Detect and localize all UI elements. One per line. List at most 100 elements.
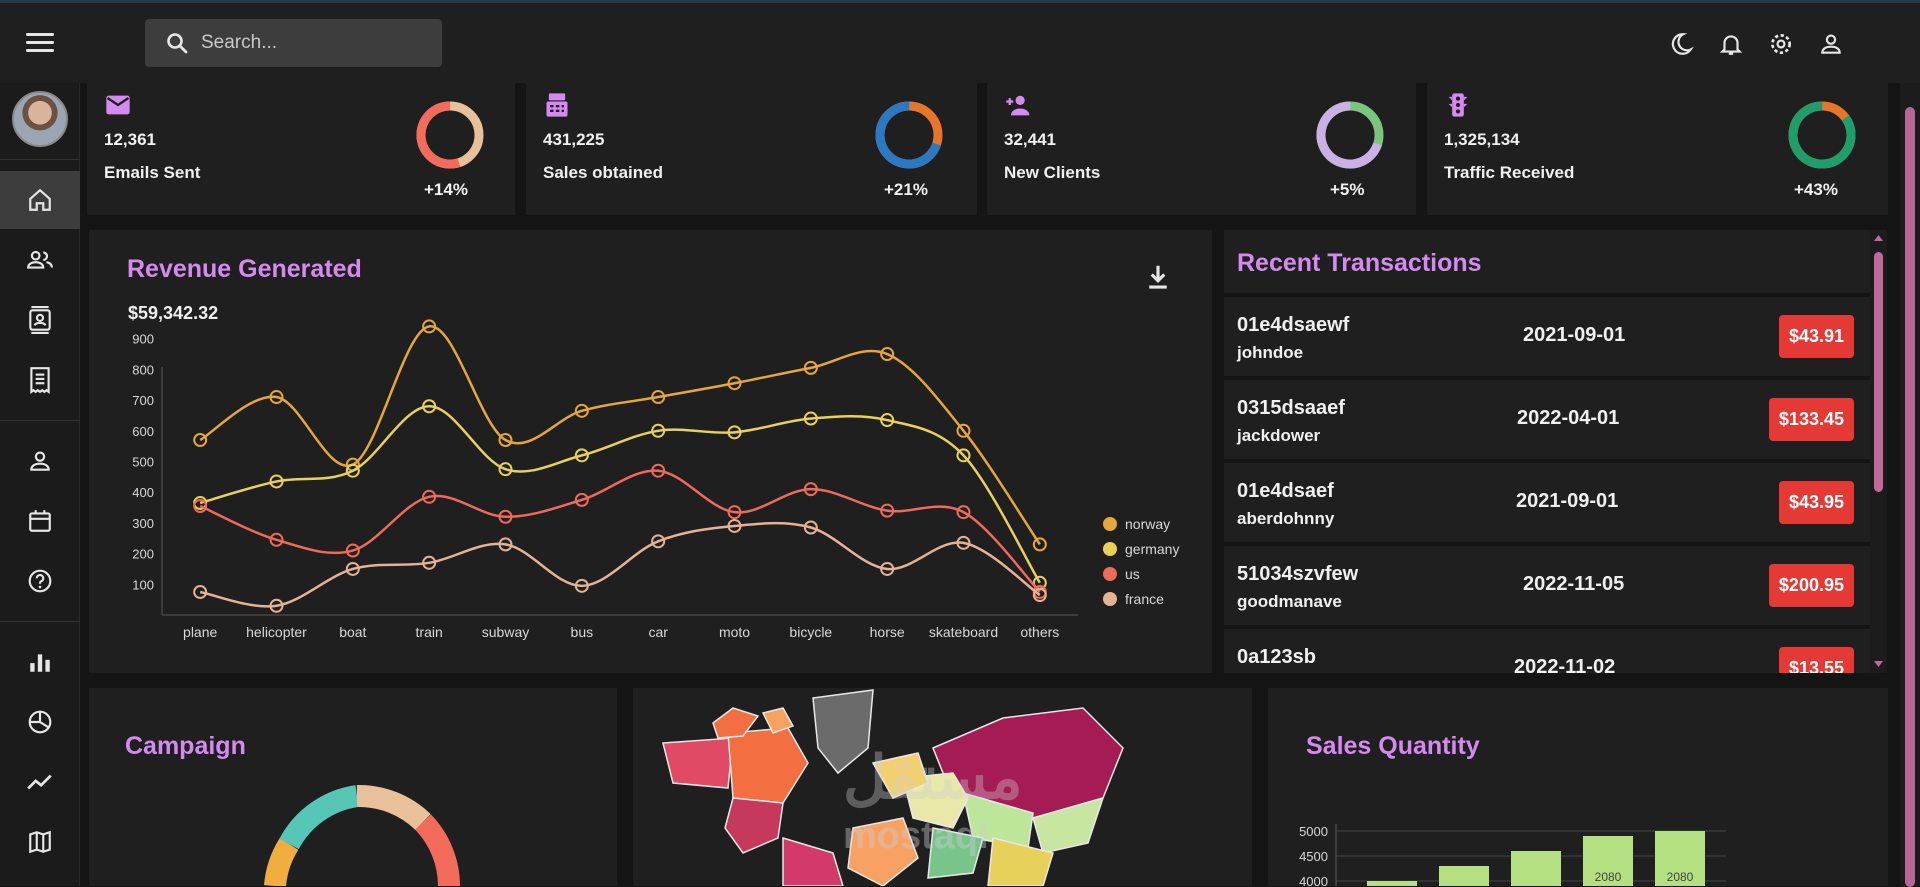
- page-scroll-thumb[interactable]: [1905, 107, 1915, 887]
- data-point-norway: [269, 390, 284, 405]
- search-box[interactable]: [145, 19, 442, 67]
- transaction-date: 2022-11-02: [1514, 656, 1616, 673]
- series-line-norway: [199, 325, 1041, 546]
- watermark-text: mostaql: [843, 815, 989, 857]
- data-point-france: [880, 561, 895, 576]
- stat-value: 1,325,134: [1444, 130, 1520, 149]
- email-icon: [106, 95, 130, 115]
- sales-bar-chart: 5000 4500 4000 2080 2080: [1299, 824, 1726, 886]
- x-tick-label: helicopter: [246, 624, 307, 640]
- data-point-germany: [345, 463, 360, 478]
- sidebar-item-profile[interactable]: [0, 432, 80, 490]
- stat-value: 431,225: [543, 130, 605, 149]
- stat-label: Traffic Received: [1444, 163, 1575, 182]
- transaction-row[interactable]: 0315dsaaef jackdower 2022-04-01 $133.45: [1224, 380, 1870, 459]
- y-tick-label: 300: [132, 516, 154, 531]
- data-point-us: [345, 543, 360, 558]
- data-point-norway: [574, 403, 589, 418]
- download-icon[interactable]: [1143, 262, 1173, 292]
- x-tick-label: car: [648, 624, 668, 640]
- top-bar: [0, 0, 1920, 83]
- data-point-france: [422, 555, 437, 570]
- data-point-us: [574, 492, 589, 507]
- stat-card-emails: 12,361 Emails Sent +14%: [87, 83, 515, 215]
- transaction-row[interactable]: 01e4dsaewf johndoe 2021-09-01 $43.91: [1224, 297, 1870, 376]
- sidebar-item-pie-chart[interactable]: [0, 693, 80, 751]
- page-scrollbar[interactable]: [1900, 83, 1920, 887]
- series-line-us: [199, 469, 1041, 593]
- stat-value: 12,361: [104, 130, 156, 149]
- transaction-cost: $43.95: [1778, 481, 1854, 524]
- sidebar: [0, 83, 80, 886]
- x-tick-label: bicycle: [789, 624, 832, 640]
- data-point-france: [727, 518, 742, 533]
- transaction-id: 01e4dsaewf: [1237, 314, 1350, 336]
- menu-icon[interactable]: [26, 33, 54, 55]
- avatar[interactable]: [12, 91, 68, 147]
- transactions-scrollbar[interactable]: [1870, 230, 1887, 673]
- stat-value: 32,441: [1004, 130, 1056, 149]
- data-point-france: [651, 534, 666, 549]
- stat-label: Emails Sent: [104, 163, 201, 182]
- transaction-row[interactable]: 01e4dsaef aberdohnny 2021-09-01 $43.95: [1224, 463, 1870, 542]
- series-line-france: [199, 521, 1041, 608]
- data-point-norway: [498, 433, 513, 448]
- stat-card-traffic: 1,325,134 Traffic Received +43%: [1427, 83, 1888, 215]
- sidebar-item-line-chart[interactable]: [0, 753, 80, 811]
- user-icon[interactable]: [1806, 29, 1856, 59]
- transaction-user: jackdower: [1237, 426, 1321, 445]
- x-tick-label: boat: [339, 624, 366, 640]
- sidebar-item-team[interactable]: [0, 231, 80, 289]
- transaction-id: 51034szvfew: [1237, 563, 1359, 585]
- campaign-progress-ring: [264, 785, 460, 886]
- transaction-date: 2021-09-01: [1516, 490, 1619, 512]
- sidebar-item-geography[interactable]: [0, 813, 80, 871]
- x-tick-label: subway: [482, 624, 529, 640]
- search-input[interactable]: [201, 32, 421, 54]
- transaction-cost: $43.91: [1778, 315, 1854, 358]
- notifications-icon[interactable]: [1706, 29, 1756, 59]
- dark-mode-icon[interactable]: [1656, 29, 1706, 59]
- legend-swatch: [1103, 592, 1117, 606]
- sidebar-item-bar-chart[interactable]: [0, 633, 80, 691]
- sidebar-item-contacts[interactable]: [0, 291, 80, 349]
- legend-swatch: [1103, 517, 1117, 531]
- receipt-icon: [30, 367, 50, 394]
- data-point-germany: [727, 425, 742, 440]
- legend-label: norway: [1125, 516, 1170, 532]
- sales-title: Sales Quantity: [1306, 732, 1480, 760]
- data-point-us: [193, 499, 208, 514]
- home-icon: [29, 188, 51, 211]
- data-point-france: [574, 578, 589, 593]
- y-tick-label: 900: [132, 332, 154, 347]
- settings-icon[interactable]: [1756, 29, 1806, 59]
- data-point-france: [269, 598, 284, 613]
- people-icon: [27, 250, 53, 269]
- legend-label: us: [1125, 566, 1140, 582]
- transaction-user: aberdohnny: [1237, 509, 1335, 528]
- transaction-cost: $13.55: [1778, 647, 1854, 673]
- campaign-card: Campaign: [89, 688, 617, 886]
- data-point-germany: [498, 462, 513, 477]
- x-tick-label: horse: [870, 624, 905, 640]
- y-tick-label: 4500: [1299, 849, 1328, 864]
- transaction-date: 2022-04-01: [1517, 407, 1620, 429]
- transaction-row[interactable]: 51034szvfew goodmanave 2022-11-05 $200.9…: [1224, 546, 1870, 625]
- person-add-icon: [1006, 95, 1030, 116]
- data-point-norway: [1032, 537, 1047, 552]
- y-tick-label: 700: [132, 393, 154, 408]
- bar-chart-icon: [30, 654, 50, 672]
- sidebar-item-calendar[interactable]: [0, 492, 80, 550]
- transaction-user: goodmanave: [1237, 592, 1342, 611]
- data-point-germany: [269, 474, 284, 489]
- stat-progress-ring: [416, 101, 484, 169]
- sidebar-item-faq[interactable]: [0, 552, 80, 610]
- transaction-row[interactable]: 0a123sb 2022-11-02 $13.55: [1224, 629, 1870, 673]
- transactions-scroll-thumb[interactable]: [1874, 252, 1883, 492]
- point-of-sale-icon: [546, 93, 568, 117]
- data-point-us: [880, 503, 895, 518]
- data-point-france: [803, 520, 818, 535]
- data-point-germany: [880, 413, 895, 428]
- sidebar-item-dashboard[interactable]: [0, 171, 80, 229]
- sidebar-item-invoices[interactable]: [0, 351, 80, 409]
